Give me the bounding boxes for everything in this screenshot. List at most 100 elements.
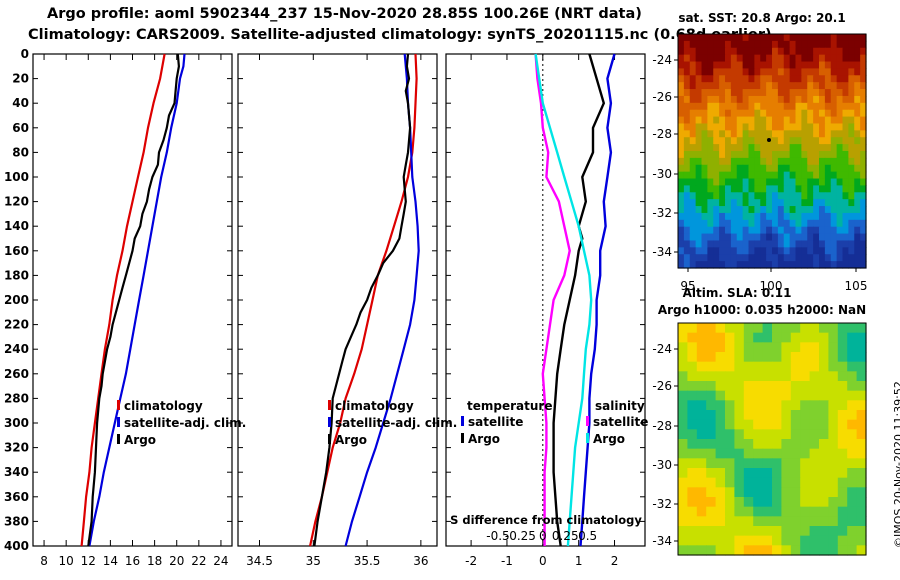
- sla-cell: [696, 516, 707, 527]
- sst-cell: [748, 47, 755, 56]
- sst-cell: [777, 68, 785, 76]
- sst-cell: [713, 123, 720, 131]
- sla-cell: [734, 352, 745, 363]
- sst-cell: [695, 144, 703, 152]
- sst-cell: [854, 123, 861, 131]
- sst-cell: [842, 178, 849, 187]
- sst-cell: [713, 54, 720, 63]
- sst-cell: [795, 75, 802, 83]
- sst-cell: [736, 199, 744, 207]
- sst-cell: [678, 123, 685, 131]
- sst-cell: [695, 185, 703, 193]
- sla-cell: [800, 545, 811, 556]
- sst-cell: [819, 130, 826, 138]
- sla-cell: [772, 458, 782, 469]
- temperature-xtick-label: 12: [81, 554, 96, 568]
- sst-cell: [730, 102, 738, 111]
- sst-cell: [701, 130, 708, 138]
- sst-cell: [730, 82, 738, 90]
- sst-cell: [766, 82, 773, 90]
- sst-cell: [813, 68, 820, 76]
- sst-cell: [842, 233, 849, 242]
- sst-cell: [683, 219, 691, 228]
- sla-ytick-label: -34: [652, 534, 672, 548]
- sst-cell: [807, 254, 814, 262]
- sla-cell: [734, 477, 745, 488]
- sst-cell: [860, 206, 867, 214]
- sst-cell: [777, 95, 785, 104]
- sst-cell: [819, 123, 826, 131]
- sst-cell: [725, 240, 732, 248]
- sst-cell: [789, 206, 797, 214]
- sst-cell: [824, 254, 832, 262]
- sst-cell: [707, 178, 714, 187]
- sla-cell: [734, 448, 745, 459]
- sst-cell: [848, 240, 855, 248]
- sst-cell: [760, 261, 767, 269]
- sla-cell: [772, 429, 782, 440]
- sla-cell: [753, 526, 764, 537]
- sla-cell: [678, 400, 688, 411]
- sla-cell: [809, 487, 820, 498]
- sst-cell: [754, 123, 761, 131]
- sst-cell: [766, 102, 773, 111]
- sst-cell: [766, 219, 773, 228]
- sst-cell: [836, 185, 844, 193]
- sla-cell: [753, 545, 764, 556]
- sst-cell: [701, 219, 708, 228]
- sla-cell: [819, 381, 829, 392]
- sst-cell: [801, 157, 808, 166]
- sst-cell: [807, 82, 814, 90]
- sst-cell: [801, 178, 808, 187]
- salinity-frame: [237, 53, 438, 547]
- sla-cell: [715, 429, 726, 440]
- sst-cell: [713, 95, 720, 104]
- sla-cell: [828, 487, 839, 498]
- sst-cell: [854, 89, 861, 97]
- sst-cell: [795, 254, 802, 262]
- sst-cell: [725, 185, 732, 193]
- sst-cell: [777, 164, 785, 173]
- sst-cell: [772, 240, 779, 248]
- sst-cell: [742, 54, 750, 63]
- sst-cell: [736, 233, 744, 242]
- sst-cell: [830, 116, 838, 125]
- sst-cell: [772, 89, 779, 97]
- sla-cell: [781, 468, 792, 479]
- sla-cell: [696, 429, 707, 440]
- sst-cell: [854, 68, 861, 76]
- sst-cell: [848, 144, 855, 152]
- sst-cell: [736, 171, 744, 180]
- sst-cell: [842, 219, 849, 228]
- sst-cell: [730, 34, 738, 42]
- sst-cell: [807, 164, 814, 173]
- sst-cell: [789, 226, 797, 235]
- sst-cell: [854, 137, 861, 145]
- sst-cell: [813, 233, 820, 242]
- sla-cell: [696, 497, 707, 508]
- sst-cell: [742, 40, 750, 49]
- sst-cell: [766, 123, 773, 131]
- sst-cell: [783, 247, 791, 255]
- sst-cell: [830, 185, 838, 193]
- sst-cell: [766, 130, 773, 138]
- sst-cell: [848, 47, 855, 56]
- sla-cell: [678, 497, 688, 508]
- sst-cell: [678, 68, 685, 76]
- sst-cell: [748, 102, 755, 111]
- sst-cell: [766, 226, 773, 235]
- sst-cell: [683, 109, 691, 118]
- sla-cell: [743, 439, 754, 450]
- sst-cell: [777, 212, 785, 221]
- sla-cell: [734, 342, 745, 353]
- sst-cell: [824, 130, 832, 138]
- sla-cell: [696, 477, 707, 488]
- sst-cell: [742, 219, 750, 228]
- sst-cell: [813, 171, 820, 180]
- sla-cell: [828, 497, 839, 508]
- sst-cell: [854, 75, 861, 83]
- sla-cell: [781, 526, 792, 537]
- sla-cell: [753, 323, 764, 334]
- sst-cell: [801, 233, 808, 242]
